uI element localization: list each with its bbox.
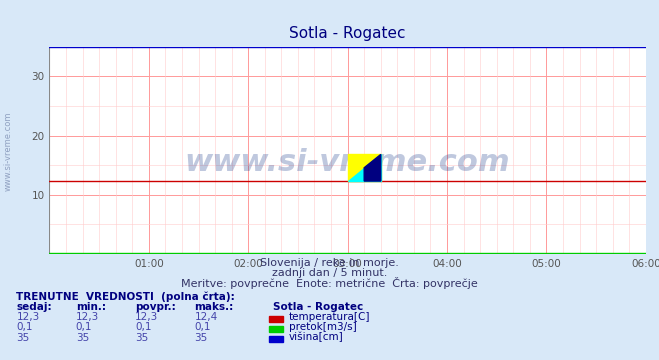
Text: 12,3: 12,3 (135, 312, 158, 323)
Text: 0,1: 0,1 (135, 323, 152, 333)
Text: www.si-vreme.com: www.si-vreme.com (185, 148, 511, 177)
Text: 0,1: 0,1 (194, 323, 211, 333)
Text: 12,3: 12,3 (16, 312, 40, 323)
Text: povpr.:: povpr.: (135, 302, 176, 312)
Text: maks.:: maks.: (194, 302, 234, 312)
Text: temperatura[C]: temperatura[C] (289, 312, 370, 323)
Polygon shape (364, 154, 381, 181)
Text: Slovenija / reke in morje.: Slovenija / reke in morje. (260, 258, 399, 268)
Polygon shape (348, 154, 381, 181)
Text: TRENUTNE  VREDNOSTI  (polna črta):: TRENUTNE VREDNOSTI (polna črta): (16, 291, 235, 302)
Text: 35: 35 (135, 333, 148, 343)
Text: zadnji dan / 5 minut.: zadnji dan / 5 minut. (272, 268, 387, 278)
Text: min.:: min.: (76, 302, 106, 312)
Text: 0,1: 0,1 (76, 323, 92, 333)
Text: višina[cm]: višina[cm] (289, 332, 343, 343)
Text: www.si-vreme.com: www.si-vreme.com (3, 112, 13, 191)
Text: sedaj:: sedaj: (16, 302, 52, 312)
Title: Sotla - Rogatec: Sotla - Rogatec (289, 27, 406, 41)
Text: 35: 35 (16, 333, 30, 343)
Text: 12,4: 12,4 (194, 312, 217, 323)
Text: 0,1: 0,1 (16, 323, 33, 333)
Bar (348, 154, 381, 181)
Text: 35: 35 (76, 333, 89, 343)
Text: 35: 35 (194, 333, 208, 343)
Text: Meritve: povprečne  Enote: metrične  Črta: povprečje: Meritve: povprečne Enote: metrične Črta:… (181, 276, 478, 289)
Text: 12,3: 12,3 (76, 312, 99, 323)
Text: pretok[m3/s]: pretok[m3/s] (289, 323, 357, 333)
Text: Sotla - Rogatec: Sotla - Rogatec (273, 302, 364, 312)
